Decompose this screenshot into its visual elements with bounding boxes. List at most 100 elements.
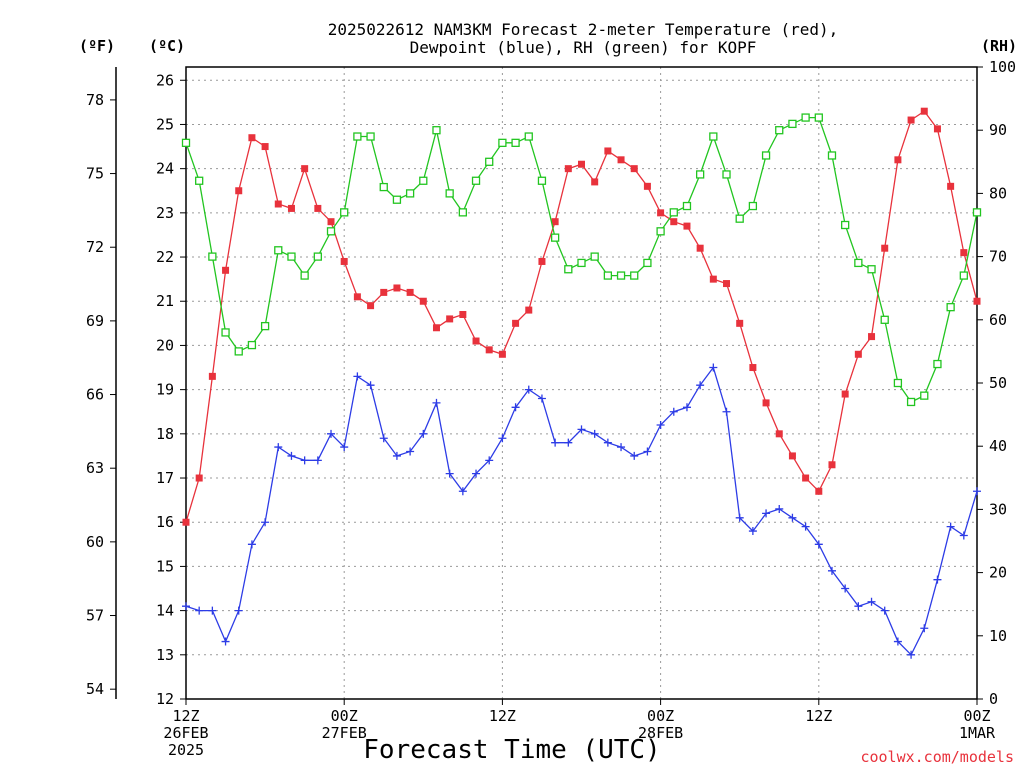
fahrenheit-tick-label: 78 [86, 91, 104, 109]
rh-point [696, 170, 705, 179]
temperature-point [815, 487, 823, 495]
celsius-tick-label: 13 [156, 646, 174, 664]
data-series [181, 107, 982, 659]
celsius-tick-label: 17 [156, 469, 174, 487]
rh-tick-label: 30 [989, 500, 1007, 518]
temperature-point [617, 156, 625, 164]
dewpoint-point [247, 540, 256, 549]
rh-point [550, 233, 560, 242]
dewpoint-point [221, 637, 230, 646]
dewpoint-point [907, 650, 916, 659]
celsius-tick-label: 20 [156, 336, 174, 354]
rh-point [775, 126, 784, 135]
rh-point [208, 252, 217, 261]
dewpoint-point [274, 443, 283, 452]
series-temperature [182, 107, 981, 526]
rh-point [748, 201, 758, 211]
rh-point [485, 157, 494, 166]
celsius-tick-label: 14 [156, 602, 174, 620]
temperature-point [498, 350, 506, 358]
temperature-point [512, 319, 520, 327]
temperature-point [630, 165, 638, 173]
rh-point [195, 176, 204, 185]
series-dewpoint [182, 363, 981, 659]
temperature-point [340, 257, 348, 265]
temperature-point [894, 156, 902, 164]
rh-point [880, 315, 889, 324]
temperature-point [920, 107, 928, 115]
dewpoint-point [643, 447, 652, 456]
temperature-point [446, 315, 454, 323]
rh-point [511, 138, 520, 147]
dewpoint-point [327, 429, 336, 438]
x-tick-label: 00Z [647, 707, 674, 725]
dewpoint-point [735, 513, 744, 522]
temperature-point [683, 222, 691, 230]
dewpoint-point [854, 602, 863, 611]
dewpoint-point [472, 469, 481, 478]
rh-tick-label: 20 [989, 564, 1007, 582]
rh-point [405, 189, 415, 198]
x-tick-label: 1MAR [959, 724, 996, 742]
rh-point [630, 271, 639, 280]
rh-point [814, 113, 823, 122]
celsius-tick-label: 15 [156, 557, 174, 575]
temperature-point [367, 302, 375, 310]
rh-point [274, 246, 283, 255]
temperature-point [485, 346, 493, 354]
temperature-point [881, 244, 889, 252]
rh-tick-label: 50 [989, 374, 1007, 392]
tick-labels: 12 13 14 15 16 17 18 19 20 21 22 23 24 25 26 54 57 60 63 66… [86, 58, 1016, 759]
rh-tick-label: 90 [989, 121, 1007, 139]
fahrenheit-tick-label: 57 [86, 607, 104, 625]
rh-point [906, 397, 916, 407]
temperature-point [274, 200, 282, 208]
rh-point [920, 391, 929, 400]
axes [110, 66, 983, 705]
temperature-point [551, 218, 559, 226]
celsius-tick-label: 24 [156, 160, 174, 178]
dewpoint-point [366, 381, 375, 390]
fahrenheit-tick-label: 63 [86, 459, 104, 477]
rh-point [300, 271, 309, 280]
rh-point [221, 328, 230, 337]
temperature-point [591, 178, 599, 186]
temperature-point [933, 125, 941, 133]
rh-point [458, 208, 468, 217]
temperature-point [459, 310, 467, 318]
dewpoint-point [933, 575, 942, 584]
temperature-point [907, 116, 915, 124]
temperature-point [380, 288, 388, 296]
rh-tick-label: 0 [989, 690, 998, 708]
dewpoint-point [590, 429, 599, 438]
dewpoint-point [748, 527, 757, 536]
temperature-point [261, 143, 269, 151]
dewpoint-point [709, 363, 718, 372]
rh-point [946, 303, 955, 312]
dewpoint-point [458, 487, 467, 496]
rh-point [313, 252, 322, 261]
temperature-point [841, 390, 849, 398]
fahrenheit-tick-label: 69 [86, 312, 104, 330]
rh-tick-label: 10 [989, 627, 1007, 645]
chart-title: 2025022612 NAM3KM Forecast 2-meter Tempe… [328, 20, 839, 57]
rh-point [234, 347, 243, 356]
rh-point [366, 132, 375, 141]
temperature-point [670, 218, 678, 226]
rh-point [432, 126, 441, 135]
dewpoint-point [537, 394, 546, 403]
fahrenheit-tick-label: 60 [86, 533, 104, 551]
dewpoint-line [185, 366, 978, 656]
dewpoint-point [551, 438, 560, 447]
rh-point [392, 195, 402, 204]
dewpoint-point [814, 540, 823, 549]
dewpoint-point [630, 451, 639, 460]
dewpoint-point [313, 456, 322, 465]
x-tick-label: 2025 [168, 741, 204, 759]
celsius-tick-label: 19 [156, 381, 174, 399]
temperature-point [235, 187, 243, 195]
x-tick-label: 12Z [172, 707, 199, 725]
temperature-point [868, 333, 876, 341]
celsius-tick-label: 22 [156, 248, 174, 266]
dewpoint-point [867, 597, 876, 606]
